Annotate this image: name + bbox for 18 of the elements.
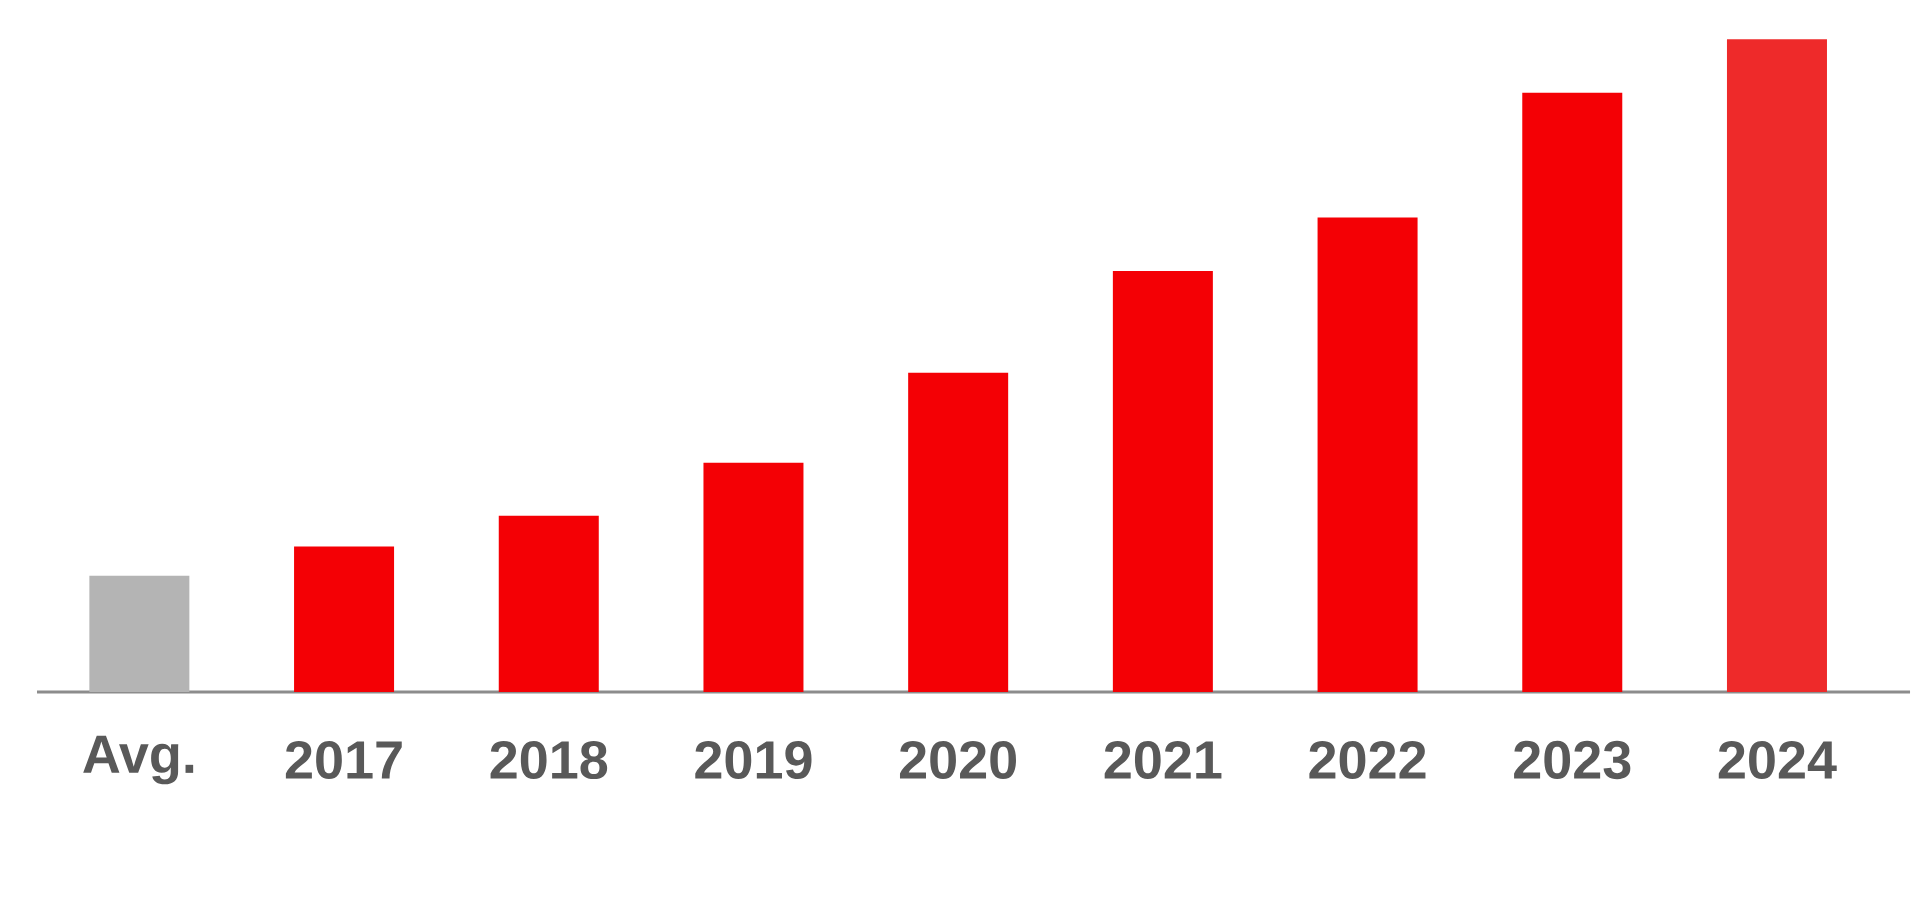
bar <box>1317 217 1418 692</box>
x-tick-label: Avg. <box>83 735 194 785</box>
x-tick-label: 2018 <box>490 740 608 780</box>
x-tick-label: 2017 <box>285 740 402 780</box>
x-tick-label: 2023 <box>1514 740 1631 780</box>
bar <box>89 575 190 692</box>
bar <box>1726 39 1827 692</box>
x-tick-label: 2019 <box>695 740 812 780</box>
bar <box>294 546 395 692</box>
x-tick-label: 2020 <box>899 740 1016 780</box>
x-tick-label: 2021 <box>1104 740 1222 780</box>
x-tick-label: 2022 <box>1309 740 1426 780</box>
bar <box>908 372 1009 692</box>
bar <box>703 462 804 692</box>
bar <box>498 515 599 692</box>
x-tick-label: 2024 <box>1718 740 1837 780</box>
bar <box>1522 92 1623 692</box>
bar <box>1112 270 1213 692</box>
